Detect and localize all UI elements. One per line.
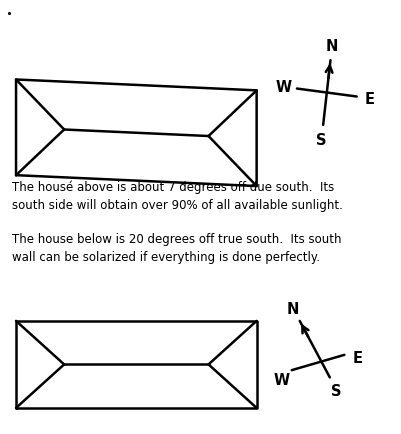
Text: The housé above is about 7 degrees off due south.  Its
south side will obtain o: The housé above is about 7 degrees off …: [12, 180, 343, 211]
Text: The house below is 20 degrees off true south.  Its south
wall can be solarized i: The house below is 20 degrees off true s…: [12, 232, 342, 263]
Text: N: N: [326, 39, 338, 54]
Text: E: E: [365, 92, 375, 106]
Text: S: S: [331, 383, 342, 398]
Text: W: W: [273, 372, 290, 387]
Text: E: E: [353, 350, 363, 365]
Text: W: W: [275, 80, 292, 95]
Text: S: S: [316, 133, 327, 148]
Text: N: N: [287, 301, 299, 316]
